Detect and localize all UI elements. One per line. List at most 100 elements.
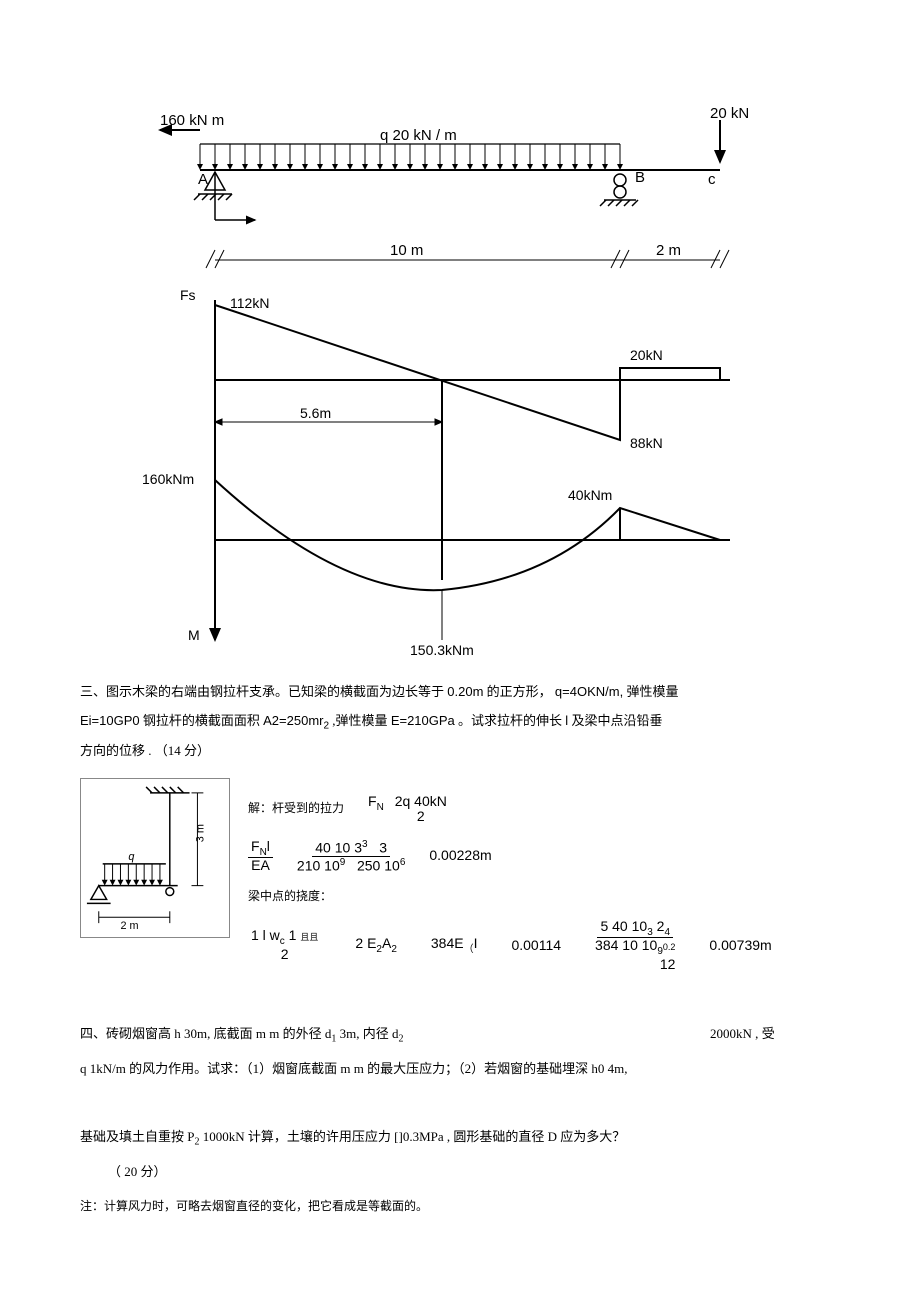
p4-7: 的最大压应力；（2）若烟窗的基础埋深 [367,1061,591,1076]
sketch-q: q [128,851,134,863]
p3-t3: 弹性模量 [626,684,678,699]
sketch-h: 3 m [194,824,206,842]
p3-e2: E=210GPa [391,713,455,728]
res1: 0.00228m [429,846,491,866]
fn-sub: N [377,802,384,813]
force-right-label: 20 kN [710,105,749,122]
p4-6: 的风力作用。试求：（1）烟窗底截面 [129,1061,340,1076]
p4-D: D [548,1129,557,1144]
fnl-s: N [260,846,267,857]
midv: 0.00114 [511,936,561,956]
p4-mm: m m [256,1026,279,1041]
p3-t8: 方向的位移 . （14 分） [80,743,210,758]
problem3-text: 三、图示木梁的右端由钢拉杆支承。已知梁的横截面为边长等于 0.20m 的正方形，… [80,678,840,766]
p4-10: 圆形基础的直径 [453,1129,547,1144]
cd2s: 6 [400,857,406,868]
bd3: 12 [660,956,676,972]
p4-8: 基础及填土自重按 [80,1129,187,1144]
t2a: 2 E [355,935,376,951]
bn: 5 40 10 [600,918,647,934]
p3-e1: Ei=10GP0 [80,713,140,728]
beam-shear-moment-diagram: 160 kN m 20 kN q 20 kN / m A B c 10 m 2 … [80,100,840,660]
problem3-solution-row: q 2 m 3 m 解：杆受到的拉力 FN 2q 40kN 2 FNl EA 4… [80,778,840,987]
p3-span: 0.20m [447,684,483,699]
p4-w: 2000kN , [710,1026,758,1041]
p4-sig: []0.3MPa , [394,1129,450,1144]
cnum: 40 10 3 [315,839,362,855]
p4-4: 内径 [363,1026,392,1041]
p3-t2: 的正方形， [487,684,552,699]
p4-h0: h0 4m, [591,1061,627,1076]
p3-t7: 及梁中点沿铅垂 [571,713,662,728]
cd1: 210 10 [297,857,340,873]
moment-left-label: 160 kN m [160,112,224,129]
problem3-calcs: 解：杆受到的拉力 FN 2q 40kN 2 FNl EA 40 10 33 3 … [248,778,772,987]
t3b: I [474,935,478,951]
fnl: F [251,838,260,854]
t3s: （ [464,944,474,955]
p4-score: （ 20 分） [108,1164,167,1179]
bd: 384 10 10 [595,937,657,953]
p4-p2: P [187,1129,194,1144]
p4-q: q 1kN/m [80,1061,126,1076]
cd2: 250 10 [357,857,400,873]
p4-9: 计算，土壤的许用压应力 [248,1129,394,1144]
p4-2: 底截面 [214,1026,256,1041]
problem3-sketch: q 2 m 3 m [80,778,230,938]
p4-d2s: 2 [399,1033,404,1044]
problem4-text: 四、砖砌烟窗高 h 30m, 底截面 m m 的外径 d1 3m, 内径 d2 … [80,1017,840,1190]
fnl2: l [267,838,270,854]
p4-h: h 30m, [174,1026,210,1041]
p3-dl: l [565,713,568,728]
fn-den: 2 [417,809,425,824]
cnum-s: 3 [362,839,368,850]
bn2: 2 [653,918,665,934]
p3-t1: 三、图示木梁的右端由钢拉杆支承。已知梁的横截面为边长等于 [80,684,447,699]
p3-q: q=4OKN/m, [555,684,623,699]
point-c-label: c [708,171,716,188]
moment-max-val: 150.3kNm [410,642,474,658]
sketch-w: 2 m [120,920,138,932]
p4-5: 受 [762,1026,775,1041]
p4-11: 应为多大？ [560,1129,625,1144]
t2bs: 2 [391,944,397,955]
bn2s: 4 [664,926,670,937]
p4-3: 的外径 [283,1026,325,1041]
span-main-label: 10 m [390,242,423,259]
problem4-note: 注：计算风力时，可略去烟窗直径的变化，把它看成是等截面的。 [80,1197,840,1214]
t2b: A [382,935,391,951]
p4-mm2: m m [340,1061,363,1076]
wcd: 2 [281,947,289,962]
span-cant-label: 2 m [656,242,681,259]
sol-prefix: 解：杆受到的拉力 [248,800,344,817]
p4-p2s: 2 [195,1136,200,1147]
res2: 0.00739m [709,936,771,956]
p3-a2: A2=250mr [263,713,323,728]
p4-p2v: 1000kN [203,1129,245,1144]
fs-axis-label: Fs [180,287,196,303]
fn: F [368,793,377,809]
point-a-label: A [198,171,208,188]
p3-a2s: 2 [323,720,329,731]
ea: EA [251,858,270,873]
moment-b-val: 40kNm [568,487,612,503]
shear-88-label: 88kN [630,435,663,451]
cd1s: 9 [340,857,346,868]
m-axis-label: M [188,627,200,643]
point-b-label: B [635,169,645,186]
shear-20-label: 20kN [630,347,663,363]
fn-eq: 2q 40kN [392,794,450,809]
wc1: 1 l w [251,927,280,943]
t3: 384E [431,935,464,951]
bd2: 0.2 [663,942,676,952]
p3-t4: 钢拉杆的横截面面积 [143,713,263,728]
p4-1: 四、砖砌烟窗高 [80,1026,174,1041]
distributed-load-label: q 20 kN / m [380,127,457,144]
moment-left-val: 160kNm [142,471,194,487]
p3-t5: ,弹性模量 [332,713,391,728]
p3-t6: 。试求拉杆的伸长 [458,713,565,728]
zero-shear-dist: 5.6m [300,405,331,421]
p4-d1s: 1 [331,1033,336,1044]
shear-left-label: 112kN [230,295,269,311]
wc1a: 1 [285,927,297,943]
